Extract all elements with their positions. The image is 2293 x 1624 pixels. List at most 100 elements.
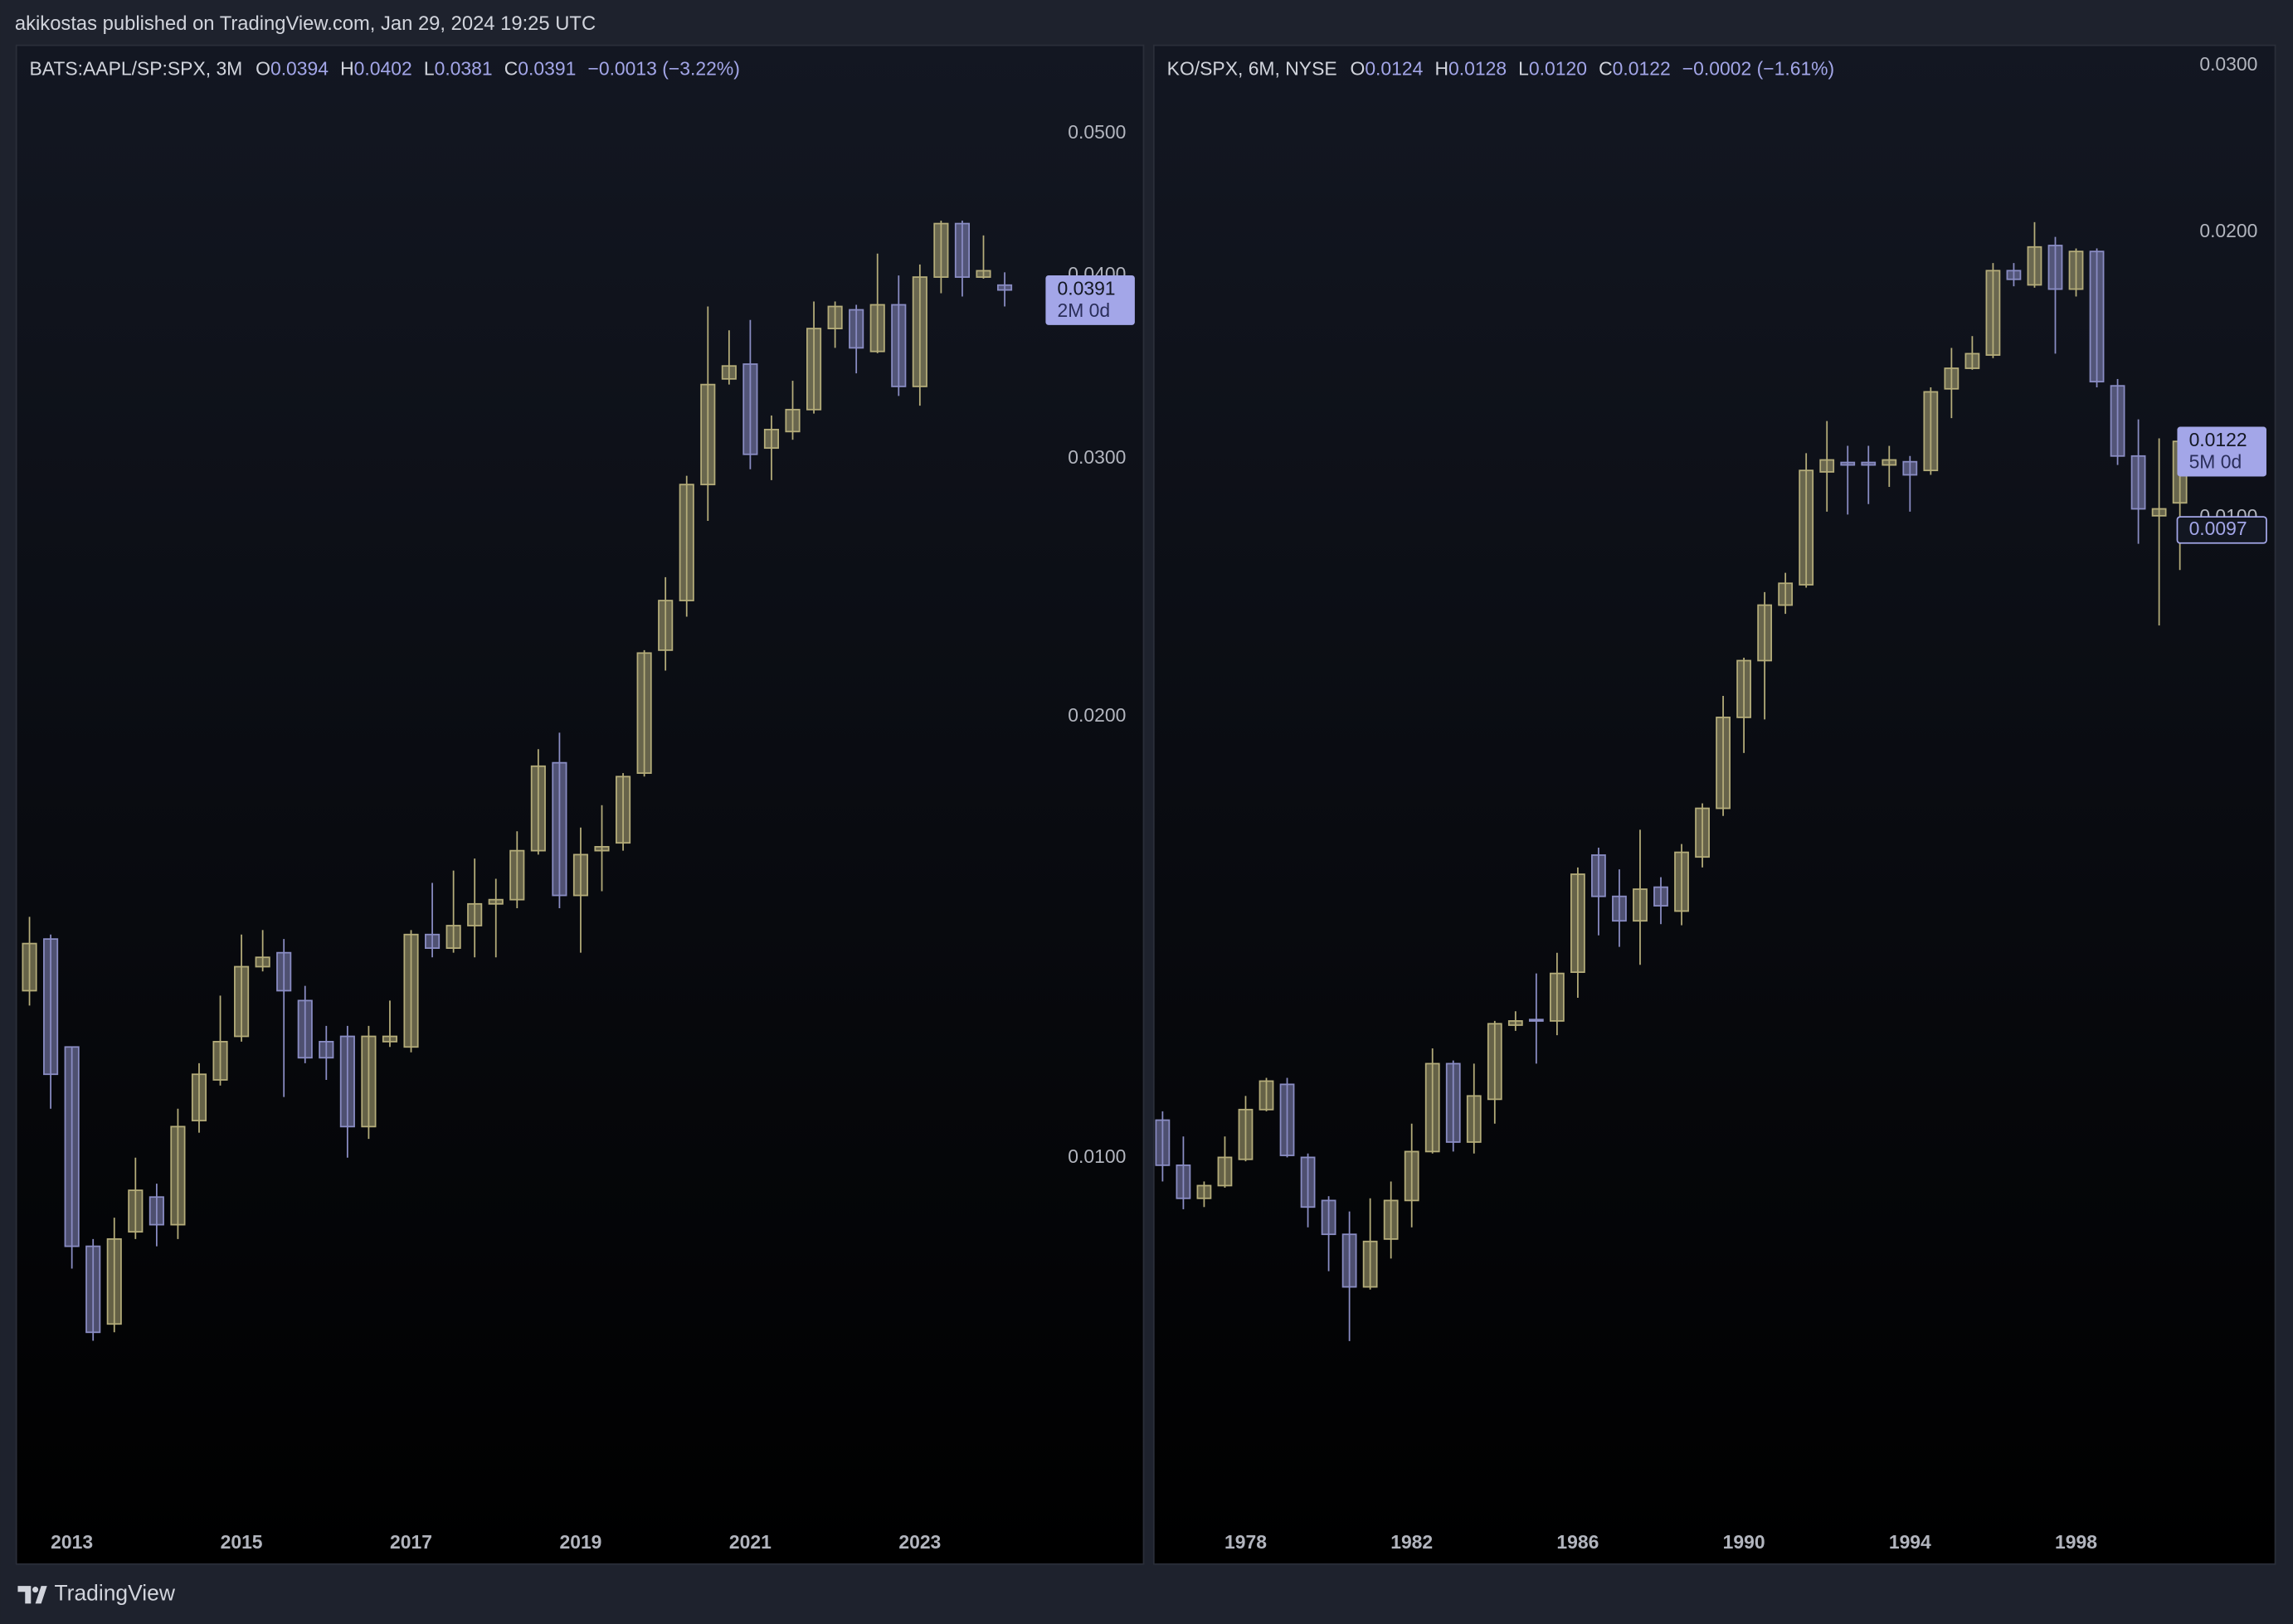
last-price-label: 0.0122 [2189,429,2247,450]
candle-body [1279,1083,1295,1156]
candle-body [445,925,461,949]
y-tick-label: 0.0200 [2199,220,2257,241]
candle-body [2151,508,2167,517]
candle-body [1778,582,1794,606]
candle-body [1902,460,1918,476]
y-tick-label: 0.0500 [1068,121,1126,143]
candle-body [658,600,674,651]
candle-body [425,933,441,949]
legend-key: C [1599,58,1613,80]
candle-body [1300,1156,1316,1208]
candle-body [869,304,885,353]
legend-value: 0.0120 [1529,58,1587,80]
candle-body [1445,1062,1461,1143]
candle-body [22,942,37,992]
legend-value: 0.0391 [518,58,576,80]
x-tick-label: 2019 [559,1531,601,1553]
left-panel [15,44,1145,1565]
countdown: 2M 0d [1057,299,1110,321]
candle-body [721,365,737,380]
candle-body [827,305,843,330]
x-tick-label: 1990 [1723,1531,1765,1553]
legend-value: 0.0381 [435,58,493,80]
candle-body [1736,659,1751,718]
candle-body [1155,1119,1171,1166]
legend: BATS:AAPL/SP:SPX, 3M O0.0394 H0.0402 L0.038… [30,58,740,80]
y-tick-label: 0.0300 [2199,53,2257,75]
candle-body [933,222,949,278]
candle-body [382,1035,398,1043]
candle-body [1362,1240,1378,1288]
x-tick-label: 2023 [898,1531,941,1553]
candle-body [742,363,758,455]
candle-body [509,849,525,901]
y-tick-label: 0.0200 [1068,704,1126,726]
publish-info: akikostas published on TradingView.com, … [15,12,596,35]
candle-body [255,956,270,968]
legend-key: H [340,58,354,80]
candle-body [1528,1019,1544,1022]
legend-key: C [504,58,518,80]
candle-body [488,898,504,905]
x-tick-label: 1998 [2055,1531,2097,1553]
legend-key: O [1350,58,1365,80]
candle-body [1612,895,1627,922]
price-line-box [2176,516,2267,544]
candle-body [297,999,313,1059]
logo [17,1586,47,1604]
candle-body [552,761,567,897]
candle-body [806,328,822,411]
legend-value: 0.0122 [1613,58,1671,80]
candle-body [1695,807,1710,858]
y-tick-label: 0.0300 [1068,446,1126,468]
candle-body [976,270,991,278]
candle-body [212,1040,228,1081]
candle-body [1258,1080,1274,1111]
legend-value: 0.0394 [270,58,329,80]
candle-body [467,902,483,926]
candle-body [361,1035,377,1128]
candle-body [1570,873,1585,974]
candle-body [1549,972,1565,1022]
x-tick-label: 2015 [221,1531,263,1553]
candle-body [403,933,419,1048]
legend-key: L [424,58,435,80]
x-tick-label: 2021 [729,1531,772,1553]
candle-body [2047,245,2063,290]
last-price-tag [1045,275,1135,325]
legend-symbol: KO/SPX, 6M, NYSE [1167,58,1337,80]
legend-value: 0.0402 [354,58,412,80]
candle-body [1341,1233,1357,1288]
price-line-label: 0.0097 [2189,518,2247,539]
candle-body [996,284,1013,291]
candle-body [85,1245,101,1334]
candle-body [700,383,716,486]
candle-body [2006,270,2022,280]
candle-body [2110,385,2125,457]
footer-brand: TradingView [55,1581,176,1606]
candle-body [191,1073,207,1121]
candle-body [1466,1095,1482,1143]
x-tick-label: 1982 [1390,1531,1433,1553]
candle-body [954,222,970,278]
candle-body [1923,391,1939,472]
legend-key: L [1518,58,1529,80]
candle-body [891,304,907,387]
candle-body [763,428,780,450]
candle-body [2068,250,2084,290]
candle-body [1653,886,1668,907]
candle-body [1404,1150,1419,1202]
legend-value: 0.0124 [1365,58,1423,80]
legend: KO/SPX, 6M, NYSE O0.0124 H0.0128 L0.0120 C0.… [1167,58,1835,80]
candle-body [1964,353,1980,369]
last-price-tag [2177,426,2266,477]
candle-body [1985,270,2001,356]
legend-change: −0.0002 (−1.61%) [1682,58,1834,80]
candle-body [1487,1023,1502,1101]
candle-body [1196,1184,1212,1199]
candle-body [234,965,250,1038]
legend-key: H [1434,58,1448,80]
legend-change: −0.0013 (−3.22%) [587,58,739,80]
candle-body [1424,1062,1440,1153]
